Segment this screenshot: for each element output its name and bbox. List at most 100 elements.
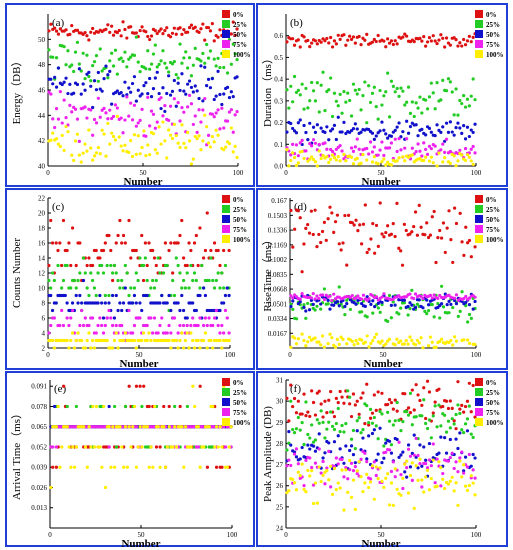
data-point (439, 33, 443, 37)
legend-swatch (475, 235, 483, 243)
data-point (384, 342, 388, 346)
data-point (311, 444, 316, 448)
data-point (427, 488, 432, 492)
data-point (287, 429, 291, 434)
data-point (187, 346, 191, 350)
data-point (222, 65, 226, 70)
data-point (203, 248, 208, 253)
data-point (92, 286, 97, 290)
data-point (368, 140, 373, 144)
data-point (292, 481, 297, 485)
data-point (408, 335, 412, 339)
data-point (167, 404, 171, 409)
data-point (327, 88, 331, 92)
data-point (66, 91, 70, 96)
data-point (410, 146, 414, 150)
data-point (163, 103, 167, 108)
data-point (311, 125, 316, 129)
data-point (213, 445, 217, 449)
data-point (116, 308, 120, 313)
y-tick-label: 25 (276, 503, 284, 511)
data-point (140, 107, 144, 111)
data-point (289, 84, 293, 88)
data-point (431, 161, 435, 165)
data-point (405, 100, 409, 104)
data-point (327, 449, 331, 454)
data-point (370, 91, 375, 95)
data-point (363, 481, 367, 485)
data-point (419, 294, 423, 298)
data-point (408, 465, 413, 469)
data-point (420, 154, 424, 158)
y-tick-label: 0.013 (31, 504, 47, 512)
data-point (371, 299, 375, 303)
data-point (451, 260, 455, 265)
data-point (306, 301, 310, 306)
data-point (453, 335, 457, 339)
data-point (467, 104, 471, 108)
data-point (389, 451, 394, 455)
data-point (65, 404, 69, 409)
data-point (92, 445, 97, 449)
data-point (402, 301, 406, 305)
data-point (441, 36, 445, 40)
data-point (330, 492, 335, 496)
data-point (49, 77, 53, 81)
data-point (90, 278, 95, 283)
data-point (163, 139, 167, 143)
data-point (285, 464, 289, 468)
data-point (52, 316, 56, 320)
data-point (148, 37, 152, 42)
data-point (47, 48, 51, 52)
data-point (220, 271, 224, 275)
data-point (145, 263, 149, 268)
data-point (353, 446, 357, 451)
data-point (119, 91, 123, 95)
data-point (197, 96, 201, 101)
data-point (203, 293, 208, 298)
data-point (132, 338, 137, 343)
data-point (444, 36, 449, 40)
data-point (289, 463, 293, 468)
data-point (403, 392, 407, 396)
data-point (395, 400, 399, 405)
data-point (131, 301, 135, 305)
data-point (49, 485, 53, 490)
data-point (344, 100, 348, 104)
data-point (328, 294, 332, 298)
data-point (111, 114, 116, 119)
legend-swatch (222, 225, 230, 233)
data-point (203, 96, 207, 101)
data-point (304, 490, 308, 494)
y-tick-label: 18 (38, 225, 46, 233)
legend-label: 75% (486, 226, 500, 234)
data-point (393, 475, 397, 479)
data-point (194, 308, 198, 313)
data-point (54, 56, 59, 60)
data-point (448, 399, 452, 403)
data-point (315, 501, 319, 505)
data-point (176, 101, 180, 105)
data-point (417, 203, 421, 207)
data-point (151, 52, 156, 56)
data-point (410, 461, 414, 465)
data-point (395, 337, 399, 341)
data-point (320, 229, 325, 234)
data-point (365, 404, 369, 408)
data-point (192, 271, 197, 275)
data-point (101, 331, 106, 335)
data-point (336, 406, 340, 411)
data-point (68, 82, 72, 86)
data-point (382, 485, 386, 489)
data-point (182, 465, 186, 469)
data-point (296, 415, 300, 420)
data-point (460, 44, 464, 48)
data-point (439, 236, 444, 240)
data-point (134, 124, 138, 128)
data-point (138, 425, 142, 429)
data-point (412, 433, 416, 437)
data-point (152, 256, 157, 260)
data-point (317, 296, 321, 301)
data-point (113, 404, 117, 409)
legend-swatch (475, 378, 483, 386)
